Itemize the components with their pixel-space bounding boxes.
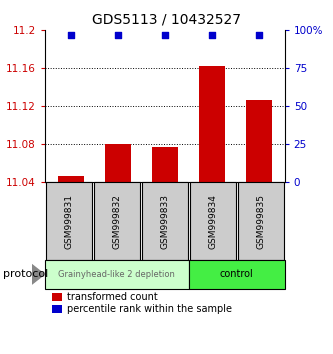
- Polygon shape: [32, 264, 44, 284]
- Point: [256, 32, 261, 38]
- Text: transformed count: transformed count: [67, 292, 158, 302]
- Text: percentile rank within the sample: percentile rank within the sample: [67, 304, 231, 314]
- Text: Grainyhead-like 2 depletion: Grainyhead-like 2 depletion: [59, 270, 175, 279]
- Point: [68, 32, 74, 38]
- Text: control: control: [220, 269, 254, 279]
- Point: [209, 32, 214, 38]
- Text: protocol: protocol: [3, 269, 49, 279]
- Text: GDS5113 / 10432527: GDS5113 / 10432527: [92, 12, 241, 27]
- Text: GSM999833: GSM999833: [160, 194, 169, 249]
- Text: GSM999831: GSM999831: [64, 194, 74, 249]
- Bar: [152, 147, 178, 182]
- Text: GSM999834: GSM999834: [208, 194, 217, 249]
- Bar: [105, 144, 131, 182]
- Point: [162, 32, 167, 38]
- Bar: [199, 66, 225, 182]
- Bar: [58, 176, 84, 182]
- Text: GSM999832: GSM999832: [112, 194, 122, 249]
- Point: [115, 32, 121, 38]
- Text: GSM999835: GSM999835: [256, 194, 265, 249]
- Bar: [246, 99, 272, 182]
